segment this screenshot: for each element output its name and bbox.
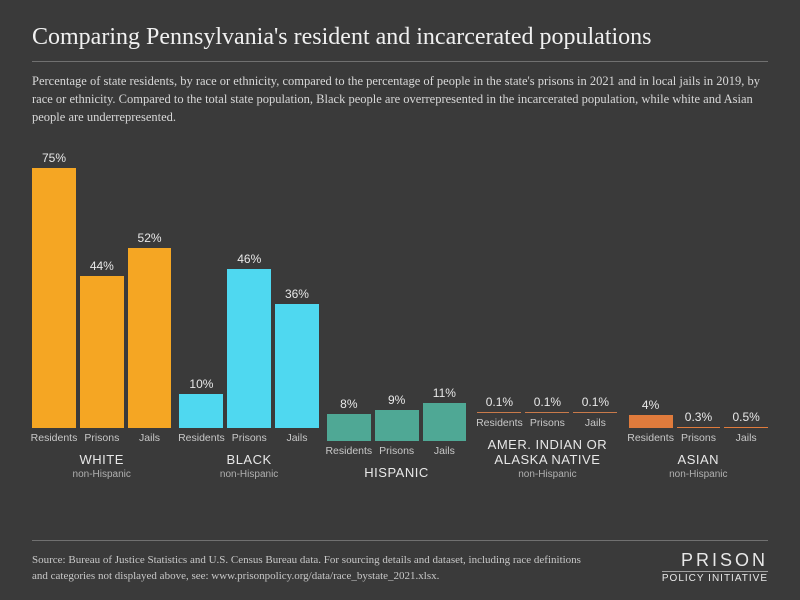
bar-value-label: 0.1% [582,395,609,409]
category-label: Prisons [379,445,414,457]
category-label: Jails [434,445,455,457]
group-label: WHITE [80,452,124,467]
category-label: Prisons [530,417,565,429]
bar [227,269,271,428]
bar-value-label: 9% [388,393,405,407]
bar-wrap: 0.3% Prisons [677,410,721,444]
bar [629,415,673,429]
bar-group: 75%Residents44%Prisons52%JailsWHITEnon-H… [32,164,171,480]
bar [128,248,172,428]
bar [423,403,467,441]
bars-row: 75%Residents44%Prisons52%Jails [32,164,171,444]
bar-value-label: 46% [237,252,261,266]
bar-value-label: 0.3% [685,410,712,424]
category-label: Prisons [84,432,119,444]
group-label: HISPANIC [364,465,428,480]
bar-wrap: 0.1% Jails [573,395,617,429]
category-label: Residents [31,432,78,444]
bar-group: 0.1% Residents 0.1% Prisons 0.1% Jails AMER. I… [474,149,620,480]
category-label: Residents [178,432,225,444]
bars-row: 4% Residents 0.3% Prisons 0.5% Jails [629,164,768,444]
bar [179,394,223,429]
source-text: Source: Bureau of Justice Statistics and… [32,553,592,584]
bars-row: 10% Residents 46% Prisons 36% Jails [179,164,318,444]
bar-value-label: 44% [90,259,114,273]
bar [375,410,419,441]
bar-value-label: 0.5% [732,410,759,424]
bar-value-label: 36% [285,287,309,301]
bar-wrap: 9% Prisons [375,393,419,457]
org-logo: PRISON POLICY INITIATIVE [662,551,768,584]
bar-wrap: 52% Jails [128,231,172,444]
category-label: Residents [325,445,372,457]
bar [724,427,768,429]
bar-group: 8% Residents 9% Prisons 11% Jails HISPANIC [327,177,466,480]
category-label: Residents [627,432,674,444]
group-sublabel: non-Hispanic [220,469,278,480]
bar-wrap: 0.1% Residents [477,395,521,429]
bar [677,427,721,428]
bar-wrap: 10% Residents [179,377,223,445]
bar-value-label: 11% [433,386,456,400]
category-label: Jails [286,432,307,444]
chart-subtitle: Percentage of state residents, by race o… [32,72,768,126]
bar-wrap: 11% Jails [423,386,467,457]
bar-group: 4% Residents 0.3% Prisons 0.5% Jails ASIAN non-… [629,164,768,480]
category-label: Jails [139,432,160,444]
category-label: Prisons [681,432,716,444]
bar [477,412,521,413]
bar-wrap: 4% Residents [629,398,673,445]
bar [525,412,569,413]
bar [275,304,319,429]
bar-wrap: 75% Residents [32,151,76,444]
logo-bottom: POLICY INITIATIVE [662,571,768,584]
bars-row: 8% Residents 9% Prisons 11% Jails [327,177,466,457]
chart-title: Comparing Pennsylvania's resident and in… [32,24,768,51]
group-label: ASIAN [678,452,720,467]
bar [32,168,76,428]
category-label: Jails [585,417,606,429]
group-sublabel: non-Hispanic [73,469,131,480]
bar [80,276,124,429]
bar [573,412,617,413]
bar-wrap: 0.5% Jails [724,410,768,445]
group-label: AMER. INDIAN OR ALASKA NATIVE [474,437,620,467]
group-sublabel: non-Hispanic [518,469,576,480]
chart-area: 75% Residents 44% Prisons 52% Jails WHITE non-H… [32,140,768,480]
bar-group: 10% Residents 46% Prisons 36% Jails BLACK non-H… [179,164,318,480]
category-label: Prisons [232,432,267,444]
logo-top: PRISON [662,551,768,569]
bar-value-label: 75% [42,151,66,165]
bar-value-label: 52% [138,231,162,245]
title-rule [32,61,768,62]
bar-wrap: 36% Jails [275,287,319,445]
bar-wrap: 44% Prisons [80,259,124,445]
footer: Source: Bureau of Justice Statistics and… [32,540,768,584]
bar-value-label: 4% [642,398,659,412]
bar-value-label: 0.1% [486,395,513,409]
bar [327,414,371,442]
bar-value-label: 8% [340,397,357,411]
bars-row: 0.1% Residents 0.1% Prisons 0.1% Jails [474,149,620,429]
bar-value-label: 10% [189,377,213,391]
group-sublabel: non-Hispanic [669,469,727,480]
bar-wrap: 8% Residents [327,397,371,458]
bar-wrap: 0.1% Prisons [525,395,569,429]
category-label: Residents [476,417,523,429]
group-label: BLACK [227,452,272,467]
bar-value-label: 0.1% [534,395,561,409]
category-label: Jails [736,432,757,444]
bar-wrap: 46% Prisons [227,252,271,444]
